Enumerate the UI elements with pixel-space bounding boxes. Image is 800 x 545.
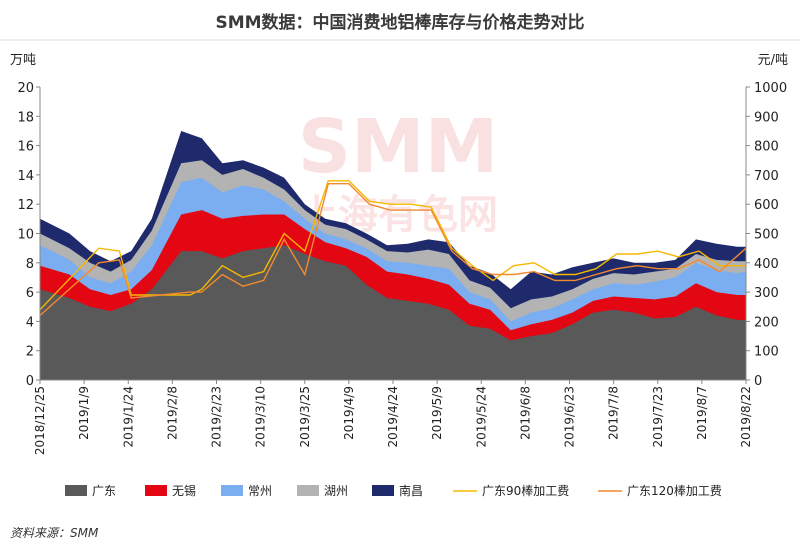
x-tick-label: 2019/8/7 <box>695 386 709 440</box>
x-tick-label: 2019/5/9 <box>430 386 444 440</box>
watermark-main: SMM <box>298 104 499 190</box>
chart-title: SMM数据：中国消费地铝棒库存与价格走势对比 <box>215 12 584 33</box>
legend-swatch <box>297 485 319 496</box>
right-tick-label: 200 <box>754 315 779 330</box>
x-tick-label: 2019/7/23 <box>651 386 665 448</box>
left-tick-label: 2 <box>26 345 34 360</box>
left-tick-label: 12 <box>17 198 34 213</box>
legend-label: 广东90棒加工费 <box>482 484 569 498</box>
x-tick-label: 2019/6/8 <box>518 386 532 440</box>
source-note: 资料来源：SMM <box>10 526 99 540</box>
legend-swatch <box>65 485 87 496</box>
line-series-1 <box>39 180 746 311</box>
right-tick-label: 800 <box>754 140 779 155</box>
x-tick-label: 2019/7/8 <box>607 386 621 440</box>
legend-label: 南昌 <box>399 483 423 498</box>
legend-label: 广东 <box>92 484 116 498</box>
x-tick-label: 2019/1/24 <box>121 386 135 448</box>
x-tick-label: 2019/4/9 <box>342 386 356 440</box>
left-tick-label: 16 <box>17 140 34 155</box>
right-tick-label: 600 <box>754 198 779 213</box>
x-tick-label: 2018/12/25 <box>33 386 47 455</box>
right-axis-unit: 元/吨 <box>758 53 788 68</box>
legend-swatch <box>372 485 394 496</box>
legend-label: 无锡 <box>172 483 196 498</box>
x-tick-label: 2019/3/10 <box>254 386 268 448</box>
legend-label: 常州 <box>248 484 272 498</box>
right-tick-label: 400 <box>754 257 779 272</box>
right-tick-label: 1000 <box>754 81 787 96</box>
x-tick-label: 2019/6/23 <box>563 386 577 448</box>
left-axis-ticks: 0 2 4 6 8 10 12 14 16 18 20 <box>17 81 40 389</box>
line-series-2 <box>39 182 747 317</box>
left-tick-label: 0 <box>26 374 34 389</box>
right-axis-ticks: 0 100 200 300 400 500 600 700 800 900 1000 <box>746 81 787 389</box>
legend: 广东 无锡 常州 湖州 南昌 广东90棒加工费 广东120棒加工费 <box>65 483 722 498</box>
x-tick-label: 2019/3/25 <box>298 386 312 448</box>
x-tick-label: 2019/1/9 <box>77 386 91 440</box>
left-tick-label: 20 <box>17 81 34 96</box>
plot-area <box>39 87 747 381</box>
left-axis-unit: 万吨 <box>10 53 36 68</box>
left-tick-label: 10 <box>17 228 34 243</box>
right-tick-label: 100 <box>754 345 779 360</box>
legend-label: 湖州 <box>324 483 348 498</box>
left-tick-label: 6 <box>26 286 34 301</box>
right-tick-label: 900 <box>754 110 779 125</box>
x-tick-label: 2019/8/22 <box>739 386 753 448</box>
right-tick-label: 0 <box>754 374 762 389</box>
right-tick-label: 500 <box>754 228 779 243</box>
right-tick-label: 700 <box>754 169 779 184</box>
left-tick-label: 8 <box>26 257 34 272</box>
legend-swatch <box>145 485 167 496</box>
x-tick-label: 2019/2/23 <box>210 386 224 448</box>
x-axis-ticks: 2018/12/25 2019/1/9 2019/1/24 2019/2/8 2019/… <box>33 380 753 455</box>
right-tick-label: 300 <box>754 286 779 301</box>
left-tick-label: 18 <box>17 110 34 125</box>
left-tick-label: 4 <box>26 315 34 330</box>
x-tick-label: 2019/2/8 <box>165 386 179 440</box>
legend-label: 广东120棒加工费 <box>627 484 722 498</box>
x-tick-label: 2019/4/24 <box>386 386 400 448</box>
legend-swatch <box>221 485 243 496</box>
x-tick-label: 2019/5/24 <box>474 386 488 448</box>
left-tick-label: 14 <box>17 169 34 184</box>
